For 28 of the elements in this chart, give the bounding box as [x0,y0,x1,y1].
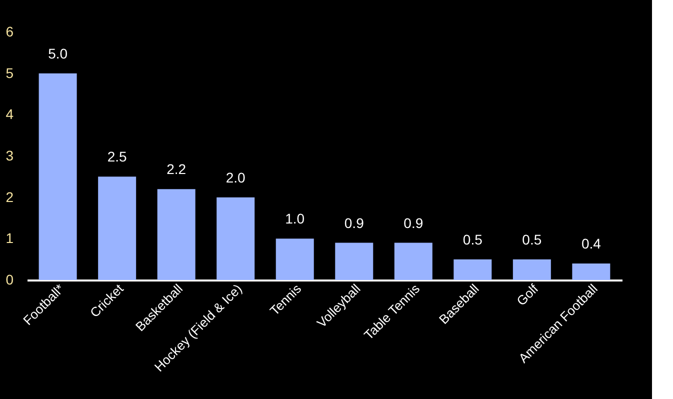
data-label: 0.4 [581,235,602,252]
bar [394,242,432,280]
y-tick-label: 4 [6,106,14,122]
y-tick-label: 5 [6,64,14,81]
bar [276,238,314,280]
bar [335,242,374,280]
bar [512,259,551,280]
data-label: 0.5 [462,231,483,248]
data-label: 2.0 [226,169,246,186]
data-label: 2.5 [107,148,128,165]
bar [216,197,255,280]
data-label: 1.0 [285,210,305,227]
data-label: 2.2 [166,161,186,178]
data-label: 0.9 [344,214,364,231]
bar [572,263,610,280]
x-tick-label: Golf [514,280,542,309]
y-tick-label: 2 [6,188,14,205]
y-tick-label: 1 [6,230,14,246]
y-tick-label: 0 [6,272,14,288]
y-tick-label: 6 [6,24,14,40]
data-label: 0.5 [522,231,542,248]
bar [98,176,136,280]
y-tick-label: 3 [6,148,14,164]
data-label: 5.0 [48,45,68,62]
bar [38,73,77,280]
data-label: 0.9 [404,214,424,231]
bar [157,189,196,280]
bar [454,259,492,280]
